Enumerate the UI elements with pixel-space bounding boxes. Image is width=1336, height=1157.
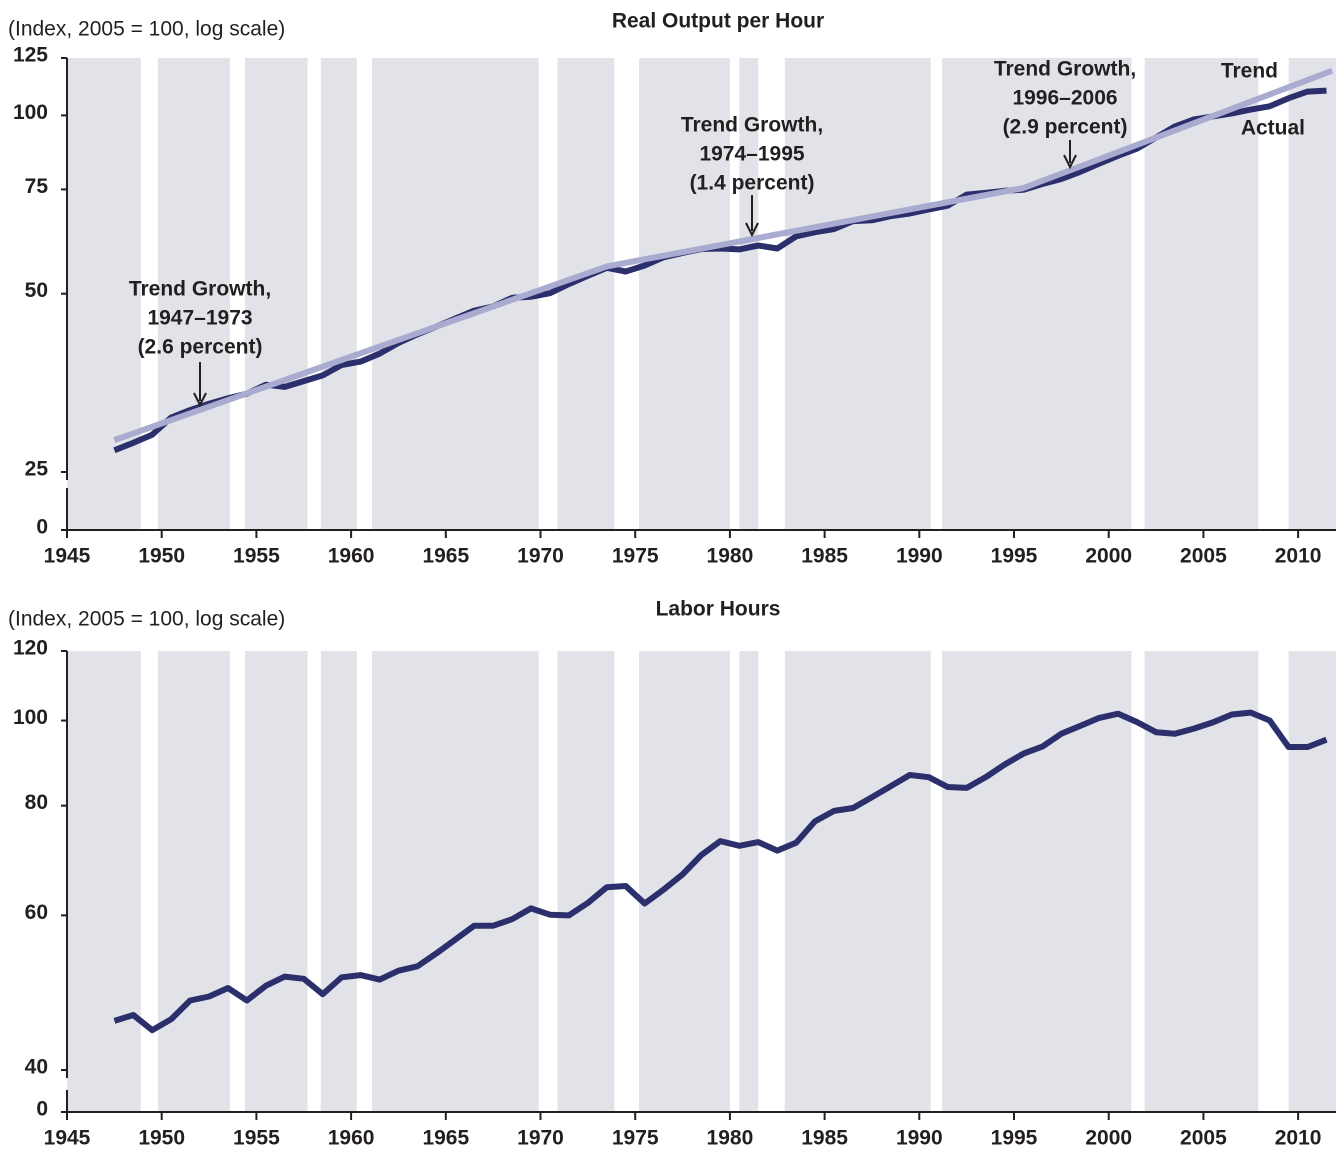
recession-band [930, 58, 943, 530]
x-tick-label: 2010 [1275, 1127, 1322, 1150]
annotation: 1947–1973 [147, 307, 252, 330]
x-tick-label: 1985 [801, 545, 848, 568]
y-tick-label: 40 [25, 1056, 48, 1079]
x-tick-label: 1950 [138, 545, 185, 568]
series-label: Trend [1221, 60, 1278, 83]
recession-band [1258, 58, 1289, 530]
annotation: (1.4 percent) [690, 172, 815, 195]
y-tick-label: 120 [13, 637, 48, 660]
x-tick-label: 2000 [1085, 545, 1132, 568]
y-tick-label: 75 [25, 175, 49, 198]
plot-background [67, 58, 1336, 530]
x-tick-label: 1955 [233, 1127, 280, 1150]
recession-band [307, 58, 321, 530]
y-tick-label: 100 [13, 101, 48, 124]
y-tick-label: 25 [25, 458, 49, 481]
x-tick-label: 1955 [233, 545, 280, 568]
y-tick-label: 125 [13, 44, 48, 67]
x-tick-label: 1950 [138, 1127, 185, 1150]
annotation: (2.6 percent) [138, 336, 263, 359]
recession-band [729, 651, 740, 1112]
x-tick-label: 1945 [44, 545, 91, 568]
recession-band [758, 651, 785, 1112]
recession-band [538, 651, 558, 1112]
x-tick-label: 1995 [991, 545, 1038, 568]
recession-band [229, 651, 246, 1112]
recession-band [729, 58, 740, 530]
y-tick-label: 100 [13, 706, 48, 729]
annotation: Trend Growth, [681, 114, 823, 137]
x-tick-label: 2000 [1085, 1127, 1132, 1150]
x-tick-label: 1970 [517, 545, 564, 568]
x-tick-label: 2005 [1180, 545, 1227, 568]
x-tick-label: 1960 [328, 1127, 375, 1150]
chart-title: Labor Hours [656, 598, 781, 621]
x-tick-label: 1975 [612, 1127, 659, 1150]
annotation-arrowhead [745, 222, 759, 238]
recession-band [229, 58, 246, 530]
recession-band [140, 651, 158, 1112]
annotation: Trend Growth, [994, 58, 1136, 81]
y-axis-label: (Index, 2005 = 100, log scale) [8, 608, 285, 631]
x-tick-label: 1980 [707, 545, 754, 568]
x-tick-label: 1970 [517, 1127, 564, 1150]
recession-band [140, 58, 158, 530]
annotation: 1974–1995 [699, 143, 804, 166]
data-line [113, 709, 1328, 1034]
recession-band [356, 58, 372, 530]
y-tick-label: 0 [36, 1098, 48, 1121]
x-tick-label: 1990 [896, 545, 943, 568]
recession-band [614, 651, 639, 1112]
data-line [113, 87, 1327, 454]
y-tick-label: 60 [25, 901, 48, 924]
plot-background [67, 651, 1336, 1112]
annotation: 1996–2006 [1012, 87, 1117, 110]
y-tick-label: 80 [25, 791, 48, 814]
annotation: Trend Growth, [129, 278, 271, 301]
recession-band [614, 58, 639, 530]
series-label: Actual [1241, 117, 1305, 140]
x-tick-label: 1965 [422, 545, 469, 568]
y-tick-label: 50 [25, 279, 48, 302]
x-tick-label: 1965 [422, 1127, 469, 1150]
recession-band [356, 651, 372, 1112]
annotation-arrowhead [193, 392, 207, 408]
x-tick-label: 1980 [707, 1127, 754, 1150]
recession-band [758, 58, 785, 530]
recession-band [1131, 651, 1145, 1112]
x-tick-label: 1985 [801, 1127, 848, 1150]
recession-band [930, 651, 943, 1112]
recession-band [1131, 58, 1145, 530]
data-line [113, 67, 1334, 443]
x-tick-label: 2005 [1180, 1127, 1227, 1150]
y-tick-label: 0 [36, 516, 48, 539]
y-axis-label: (Index, 2005 = 100, log scale) [8, 18, 285, 41]
x-tick-label: 1960 [328, 545, 375, 568]
x-tick-label: 1995 [991, 1127, 1038, 1150]
x-tick-label: 2010 [1275, 545, 1322, 568]
x-tick-label: 1975 [612, 545, 659, 568]
chart-title: Real Output per Hour [612, 10, 824, 33]
recession-band [307, 651, 321, 1112]
x-tick-label: 1990 [896, 1127, 943, 1150]
annotation: (2.9 percent) [1003, 116, 1128, 139]
x-tick-label: 1945 [44, 1127, 91, 1150]
annotation-arrowhead [1063, 154, 1077, 170]
